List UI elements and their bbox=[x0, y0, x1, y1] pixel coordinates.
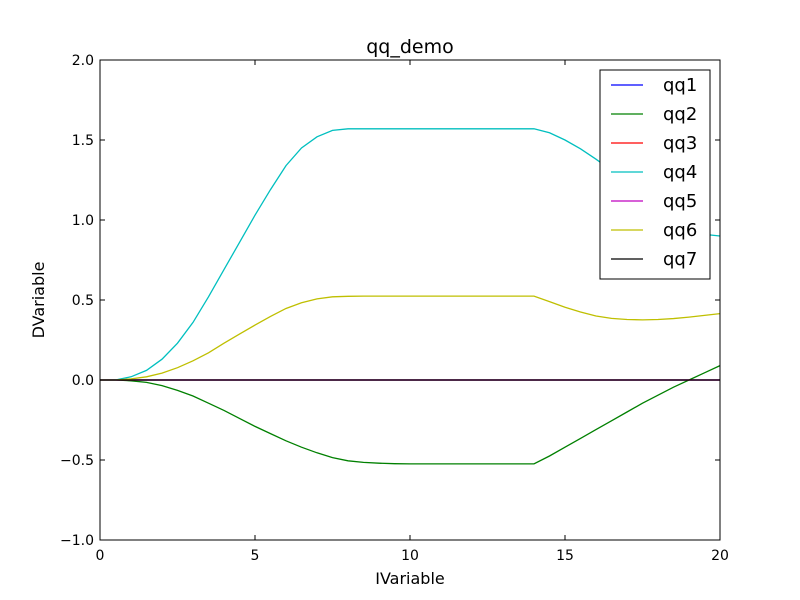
y-tick-label: 0.0 bbox=[72, 373, 94, 389]
series-line-qq2 bbox=[100, 365, 721, 465]
chart-title: qq_demo bbox=[366, 36, 454, 58]
y-tick-label: 0.5 bbox=[72, 293, 94, 309]
legend-label-qq4: qq4 bbox=[663, 162, 697, 183]
x-tick-label: 20 bbox=[711, 548, 729, 564]
x-tick-label: 15 bbox=[556, 548, 574, 564]
legend-label-qq2: qq2 bbox=[663, 104, 697, 125]
y-tick-label: −0.5 bbox=[60, 453, 94, 469]
plot-lines bbox=[100, 128, 721, 465]
legend: qq1 qq2 qq3 qq4 qq5 qq6 qq7 bbox=[599, 69, 711, 280]
legend-label-qq5: qq5 bbox=[663, 191, 697, 212]
y-tick-label: −1.0 bbox=[60, 533, 94, 549]
x-ticks: 0 5 10 15 20 bbox=[96, 60, 729, 564]
y-tick-label: 1.5 bbox=[72, 133, 94, 149]
x-tick-label: 5 bbox=[251, 548, 260, 564]
x-tick-label: 10 bbox=[401, 548, 419, 564]
y-tick-label: 2.0 bbox=[72, 53, 94, 69]
legend-label-qq6: qq6 bbox=[663, 220, 697, 241]
y-tick-label: 1.0 bbox=[72, 213, 94, 229]
series-line-qq6 bbox=[100, 295, 721, 381]
y-axis-label: DVariable bbox=[29, 262, 48, 339]
legend-label-qq3: qq3 bbox=[663, 133, 697, 154]
y-ticks: −1.0 −0.5 0.0 0.5 1.0 1.5 2.0 bbox=[60, 53, 720, 549]
legend-label-qq1: qq1 bbox=[663, 75, 697, 96]
x-tick-label: 0 bbox=[96, 548, 105, 564]
x-axis-label: IVariable bbox=[375, 569, 445, 588]
legend-box bbox=[599, 69, 711, 280]
legend-label-qq7: qq7 bbox=[663, 249, 697, 270]
